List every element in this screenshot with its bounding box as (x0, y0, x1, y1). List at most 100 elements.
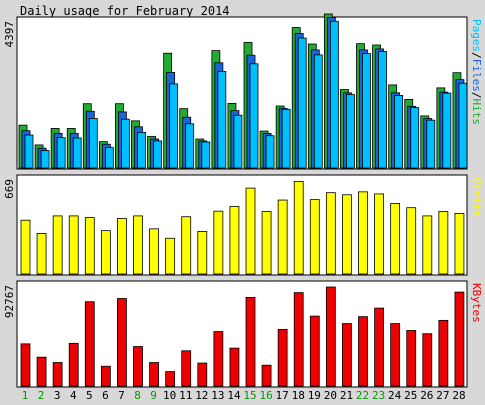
bar-visits-day-25 (406, 207, 417, 275)
bar-visits-day-24 (390, 202, 401, 275)
bar-kbytes-day-13 (213, 331, 224, 387)
bar-kbytes-day-6 (100, 365, 111, 387)
legend-top: Pages/Files/Hits (470, 19, 483, 125)
x-tick-label: 10 (163, 389, 176, 402)
legend-bottom: KBytes (470, 283, 483, 323)
x-tick-label: 26 (420, 389, 433, 402)
panel-top: 4397 Pages/Files/Hits (3, 13, 483, 170)
bar-visits-day-20 (325, 192, 336, 275)
legend-entry: / (470, 52, 483, 59)
panel-bottom: 92767 KBytes (3, 280, 483, 388)
x-tick-label: 18 (292, 389, 305, 402)
x-tick-label: 7 (118, 389, 125, 402)
bar-visits-day-15 (245, 187, 256, 275)
ymax-label-bottom: 92767 (3, 285, 16, 318)
bar-kbytes-day-20 (325, 286, 336, 387)
x-tick-label: 24 (388, 389, 402, 402)
bar-visits-day-21 (342, 194, 352, 275)
x-tick-label: 4 (70, 389, 77, 402)
bar-pages-day-16 (265, 135, 275, 169)
bar-kbytes-day-9 (149, 362, 159, 387)
bar-kbytes-day-22 (358, 316, 368, 387)
bar-pages-day-12 (201, 141, 211, 169)
bar-kbytes-day-11 (181, 350, 192, 387)
x-tick-label: 25 (404, 389, 417, 402)
bar-kbytes-day-24 (390, 323, 401, 387)
bar-kbytes-day-23 (374, 307, 384, 387)
bar-pages-day-6 (104, 147, 114, 169)
legend-entry: Visits (470, 177, 483, 217)
x-tick-label: 17 (276, 389, 289, 402)
x-tick-label: 9 (150, 389, 157, 402)
chart-title: Daily usage for February 2014 (20, 4, 230, 18)
legend-entry: Files (470, 59, 483, 92)
x-tick-label: 16 (259, 389, 272, 402)
bar-kbytes-day-4 (68, 342, 79, 387)
bar-pages-day-25 (410, 107, 420, 169)
bar-visits-day-28 (454, 212, 465, 275)
bar-kbytes-day-16 (261, 364, 272, 387)
bar-kbytes-day-3 (52, 362, 63, 387)
bar-kbytes-day-19 (309, 315, 320, 387)
bar-kbytes-day-25 (406, 330, 417, 387)
x-tick-label: 20 (324, 389, 337, 402)
bar-kbytes-day-5 (84, 301, 95, 387)
bar-visits-day-14 (229, 206, 240, 275)
bar-pages-day-8 (137, 131, 146, 169)
bar-kbytes-day-27 (438, 319, 449, 387)
legend-entry: / (470, 92, 483, 99)
bar-visits-day-7 (117, 217, 127, 275)
bar-pages-day-13 (217, 70, 227, 169)
bar-visits-day-6 (100, 230, 111, 275)
bar-kbytes-day-14 (229, 347, 240, 387)
bar-pages-day-21 (346, 94, 355, 169)
x-tick-label: 19 (308, 389, 321, 402)
bar-visits-day-23 (374, 193, 384, 275)
bar-kbytes-day-15 (245, 297, 256, 387)
bar-pages-day-2 (40, 150, 50, 169)
x-tick-label: 22 (356, 389, 369, 402)
bar-visits-day-27 (438, 211, 449, 275)
bar-visits-day-22 (358, 191, 368, 275)
bar-kbytes-day-1 (20, 343, 31, 387)
bar-visits-day-8 (133, 215, 143, 275)
x-axis-labels: 1 2 3 4 5 6 7 8 9 10 11 12 13 14 15 16 17 18 19 20 21 22 23 24 2… (22, 389, 466, 402)
x-tick-label: 21 (340, 389, 353, 402)
bar-visits-day-4 (68, 215, 79, 275)
x-tick-label: 27 (436, 389, 449, 402)
x-tick-label: 23 (372, 389, 385, 402)
bar-visits-day-10 (165, 237, 176, 275)
x-tick-label: 28 (452, 389, 465, 402)
bar-pages-day-11 (185, 123, 195, 169)
x-tick-label: 15 (243, 389, 256, 402)
bar-visits-day-26 (422, 215, 433, 275)
legend-entry: Hits (470, 99, 483, 126)
x-tick-label: 2 (38, 389, 45, 402)
bar-pages-day-9 (153, 140, 162, 169)
x-tick-label: 6 (102, 389, 109, 402)
bar-visits-day-2 (36, 233, 47, 275)
bar-pages-day-7 (121, 118, 130, 169)
bar-pages-day-18 (297, 37, 307, 169)
x-tick-label: 14 (227, 389, 241, 402)
bar-kbytes-day-7 (117, 298, 127, 387)
bar-pages-day-1 (24, 134, 34, 169)
bar-visits-day-3 (52, 215, 63, 275)
bar-kbytes-day-2 (36, 356, 47, 387)
bar-pages-day-26 (426, 119, 436, 169)
bar-kbytes-day-12 (197, 362, 208, 387)
x-tick-label: 12 (195, 389, 208, 402)
bar-visits-day-1 (20, 219, 31, 275)
bar-pages-day-28 (458, 82, 468, 169)
bar-kbytes-day-17 (277, 329, 288, 387)
bar-visits-day-13 (213, 210, 224, 275)
bar-kbytes-day-10 (165, 371, 176, 387)
bar-pages-day-17 (281, 108, 291, 169)
x-tick-label: 1 (22, 389, 29, 402)
bar-pages-day-15 (249, 63, 259, 169)
bar-pages-day-10 (169, 83, 179, 169)
bar-visits-day-9 (149, 228, 159, 275)
ymax-label-top: 4397 (3, 21, 16, 48)
bar-pages-day-27 (442, 92, 452, 169)
